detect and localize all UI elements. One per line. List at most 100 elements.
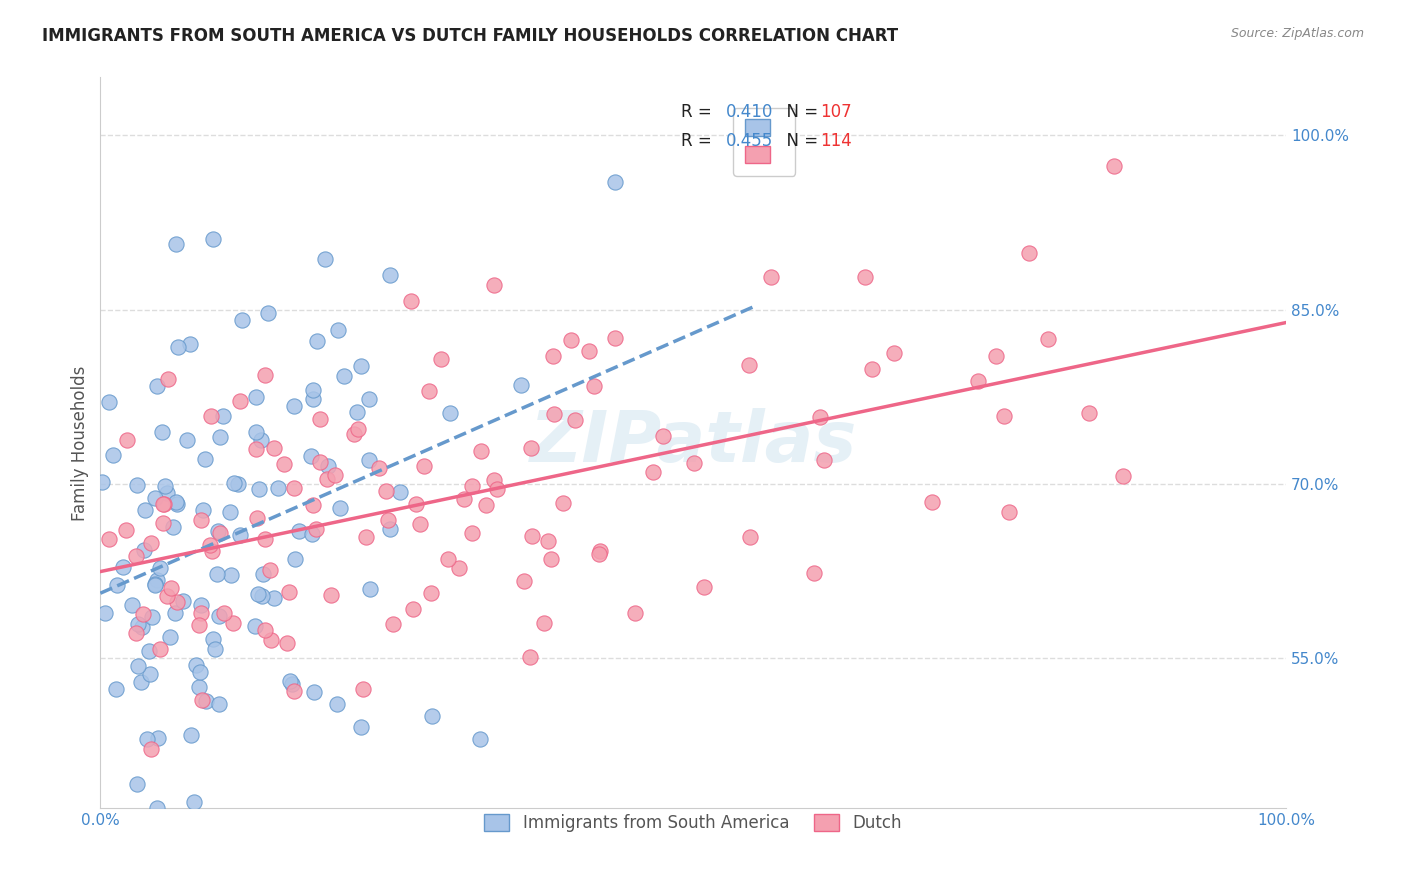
Point: [813, 453, 835, 467]
Point: [470, 443, 492, 458]
Legend: Immigrants from South America, Dutch: Immigrants from South America, Dutch: [472, 803, 914, 844]
Point: [461, 525, 484, 540]
Point: [401, 293, 423, 308]
Point: [91, 475, 114, 489]
Point: [257, 306, 280, 320]
Point: [190, 513, 212, 527]
Point: [453, 492, 475, 507]
Point: [222, 476, 245, 491]
Point: [184, 658, 207, 673]
Point: [589, 544, 612, 558]
Point: [388, 485, 411, 500]
Point: [302, 685, 325, 699]
Point: [299, 449, 322, 463]
Point: [367, 460, 389, 475]
Point: [346, 422, 368, 436]
Point: [305, 334, 328, 348]
Point: [329, 501, 352, 516]
Point: [172, 593, 194, 607]
Point: [134, 503, 156, 517]
Point: [146, 801, 169, 815]
Point: [624, 607, 647, 621]
Point: [738, 359, 761, 373]
Point: [439, 406, 461, 420]
Point: [207, 524, 229, 538]
Point: [105, 681, 128, 696]
Point: [578, 344, 600, 359]
Point: [693, 580, 716, 594]
Point: [520, 529, 543, 543]
Point: [263, 591, 285, 605]
Point: [519, 650, 541, 665]
Point: [143, 491, 166, 506]
Point: [853, 270, 876, 285]
Point: [860, 362, 883, 376]
Point: [740, 530, 762, 544]
Point: [588, 547, 610, 561]
Point: [212, 606, 235, 620]
Text: R =: R =: [682, 103, 717, 120]
Point: [204, 642, 226, 657]
Point: [208, 697, 231, 711]
Point: [357, 392, 380, 406]
Point: [229, 528, 252, 542]
Point: [219, 505, 242, 519]
Point: [1018, 246, 1040, 260]
Point: [605, 175, 627, 189]
Point: [287, 524, 309, 538]
Point: [156, 372, 179, 386]
Point: [643, 466, 665, 480]
Point: [245, 425, 267, 439]
Point: [350, 359, 373, 373]
Text: 107: 107: [820, 103, 852, 120]
Point: [208, 526, 231, 541]
Y-axis label: Family Households: Family Households: [72, 365, 89, 521]
Point: [420, 708, 443, 723]
Point: [149, 642, 172, 657]
Point: [188, 680, 211, 694]
Point: [253, 368, 276, 382]
Point: [278, 673, 301, 688]
Text: ZIPatlas: ZIPatlas: [530, 409, 856, 477]
Point: [201, 543, 224, 558]
Point: [301, 383, 323, 397]
Point: [486, 482, 509, 496]
Point: [967, 374, 990, 388]
Point: [156, 486, 179, 500]
Point: [259, 563, 281, 577]
Point: [357, 453, 380, 467]
Point: [759, 270, 782, 285]
Point: [132, 543, 155, 558]
Point: [323, 468, 346, 483]
Point: [803, 566, 825, 581]
Point: [200, 409, 222, 423]
Point: [205, 566, 228, 581]
Text: 0.410: 0.410: [727, 103, 773, 120]
Point: [475, 498, 498, 512]
Point: [316, 458, 339, 473]
Point: [560, 333, 582, 347]
Point: [141, 609, 163, 624]
Point: [283, 399, 305, 413]
Point: [125, 777, 148, 791]
Point: [301, 527, 323, 541]
Point: [245, 619, 267, 633]
Point: [135, 731, 157, 746]
Point: [540, 552, 562, 566]
Point: [145, 379, 167, 393]
Point: [315, 472, 337, 486]
Point: [513, 574, 536, 588]
Point: [153, 497, 176, 511]
Point: [993, 409, 1015, 424]
Point: [377, 513, 399, 527]
Point: [382, 617, 405, 632]
Point: [343, 427, 366, 442]
Point: [143, 576, 166, 591]
Point: [412, 459, 434, 474]
Point: [250, 589, 273, 603]
Point: [308, 412, 330, 426]
Point: [202, 232, 225, 246]
Point: [249, 433, 271, 447]
Point: [510, 377, 533, 392]
Point: [228, 477, 250, 491]
